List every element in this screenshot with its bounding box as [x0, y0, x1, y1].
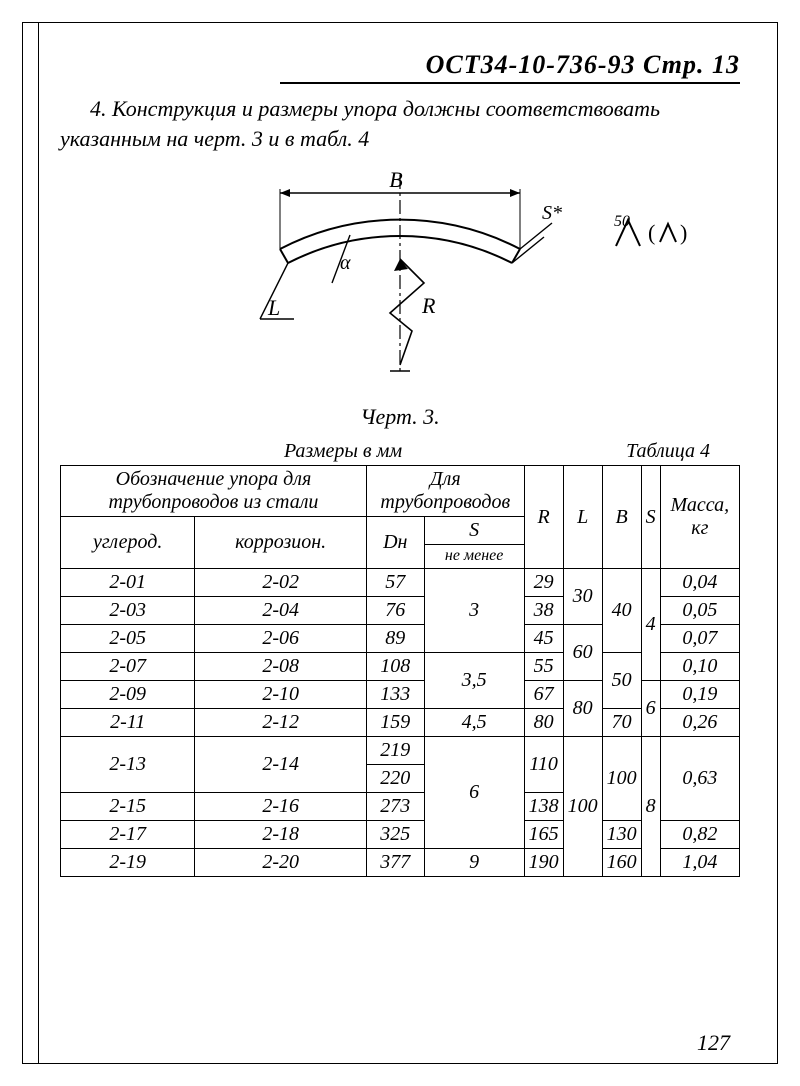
svg-text:S*: S*: [542, 202, 562, 224]
col-L: L: [563, 466, 602, 568]
table-row: 2-11 2-12 159 4,5 80 70 0,26: [61, 708, 740, 736]
svg-text:α: α: [340, 252, 351, 274]
table-row: 2-19 2-20 377 9 190 160 1,04: [61, 848, 740, 876]
surface-finish-mark: 50 ( ): [610, 210, 700, 254]
table-body: 2-01 2-02 57 3 29 30 40 4 0,04 2-03 2-04…: [61, 568, 740, 876]
table-row: 2-17 2-18 325 165 130 0,82: [61, 820, 740, 848]
page-number: 127: [697, 1030, 730, 1056]
svg-text:): ): [680, 220, 687, 245]
table-label: Таблица 4: [626, 440, 740, 463]
document-header: ОСТ34-10-736-93 Стр. 13: [280, 50, 740, 84]
arc-diagram-svg: B S* L R α: [190, 163, 610, 393]
svg-text:R: R: [421, 293, 436, 318]
col-designation: Обозначение упора для трубопроводов из с…: [61, 466, 367, 517]
col-corrosion: коррозион.: [195, 517, 367, 568]
svg-text:L: L: [267, 295, 280, 320]
col-for-pipes: Для трубопроводов: [366, 466, 524, 517]
col-Smin: S: [424, 517, 524, 545]
col-R: R: [524, 466, 563, 568]
col-carbon: углерод.: [61, 517, 195, 568]
table-caption-row: Размеры в мм Таблица 4: [60, 440, 740, 463]
paragraph-4: 4. Конструкция и размеры упора должны со…: [60, 94, 740, 153]
col-Smin-sub: не менее: [424, 545, 524, 568]
table-row: 2-01 2-02 57 3 29 30 40 4 0,04: [61, 568, 740, 596]
table-row: 2-13 2-14 219 6 110 100 100 8 0,63: [61, 736, 740, 764]
left-margin-rule: [38, 22, 39, 1064]
figure-caption: Черт. 3.: [60, 404, 740, 430]
roughness-icon: 50 ( ): [610, 210, 700, 254]
table-units: Размеры в мм: [60, 440, 626, 463]
dimensions-table: Обозначение упора для трубопроводов из с…: [60, 465, 740, 876]
page-content: ОСТ34-10-736-93 Стр. 13 4. Конструкция и…: [60, 50, 740, 877]
col-S: S: [641, 466, 660, 568]
svg-text:B: B: [389, 167, 402, 192]
table-row: 2-07 2-08 108 3,5 55 50 0,10: [61, 652, 740, 680]
col-Dn: Dн: [366, 517, 424, 568]
col-mass: Масса, кг: [660, 466, 739, 568]
col-B: B: [602, 466, 641, 568]
figure-3-diagram: B S* L R α: [60, 163, 740, 398]
svg-text:(: (: [648, 220, 655, 245]
